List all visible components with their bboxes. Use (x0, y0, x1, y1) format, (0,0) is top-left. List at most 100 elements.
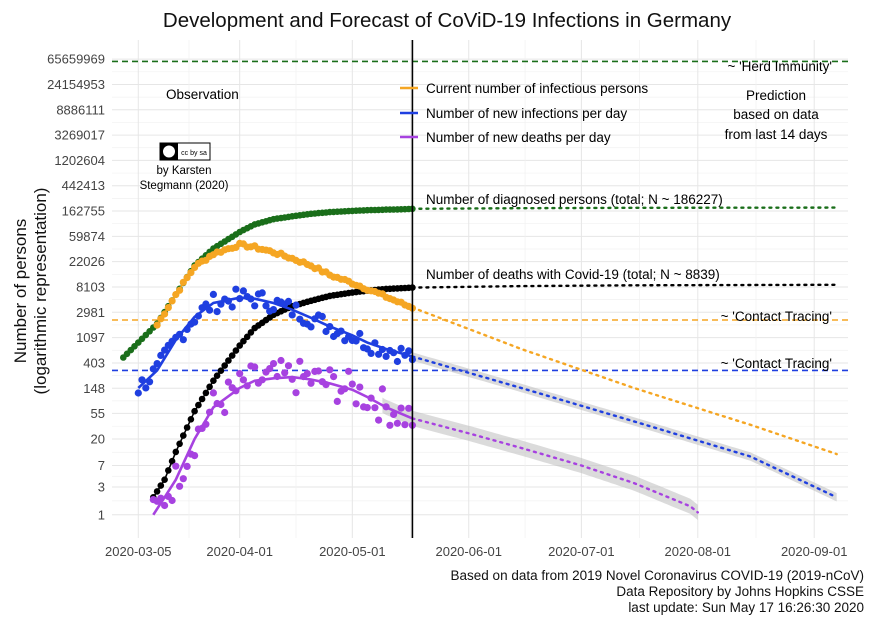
forecast-line (411, 417, 699, 514)
data-point (348, 380, 356, 388)
data-point (375, 350, 383, 358)
data-point (281, 369, 289, 377)
y-tick-label: 55 (91, 406, 105, 421)
series-2 (153, 239, 838, 456)
y-tick-label: 442413 (62, 178, 105, 193)
legend-label-new-deaths: Number of new deaths per day (426, 130, 611, 145)
data-point (209, 389, 217, 397)
forecast-line (411, 355, 838, 499)
contact-tracing-label-blue: ~ 'Contact Tracing' (721, 356, 832, 371)
data-point (134, 389, 142, 397)
contact-tracing-label-orange: ~ 'Contact Tracing' (721, 309, 832, 324)
data-point (333, 397, 341, 405)
data-point (161, 501, 169, 510)
reference-lines (112, 60, 848, 372)
data-point (269, 360, 278, 368)
legend-label-infectious: Current number of infectious persons (426, 81, 648, 96)
chart-title: Development and Forecast of CoViD-19 Inf… (163, 9, 732, 32)
x-tick-label: 2020-09-01 (781, 544, 848, 559)
data-point (172, 462, 180, 470)
data-point (224, 378, 232, 386)
data-point (326, 366, 334, 374)
forecast-band-4 (382, 397, 698, 520)
y-tick-label: 1097 (76, 330, 105, 345)
data-point (307, 379, 315, 387)
forecast-band-3 (412, 352, 837, 502)
x-tick-label: 2020-05-01 (319, 544, 386, 559)
cc-license-badge: cc by sa (159, 142, 211, 161)
data-point (262, 302, 270, 310)
data-point (352, 400, 360, 408)
observed-line (152, 375, 413, 516)
cc-badge-text: cc by sa (181, 150, 207, 157)
prediction-label-2: based on data (733, 107, 819, 122)
data-point (356, 329, 364, 338)
data-point (157, 351, 165, 359)
data-point (345, 367, 353, 375)
data-point (191, 452, 199, 460)
legend-label-new-infections: Number of new infections per day (426, 106, 627, 121)
data-point (284, 362, 293, 370)
data-point (393, 419, 401, 427)
data-point (258, 289, 266, 297)
data-point (292, 389, 300, 397)
data-point (269, 306, 278, 314)
data-point (314, 367, 323, 375)
observed-line (156, 243, 413, 326)
y-tick-label: 162755 (62, 204, 105, 219)
y-tick-label: 1 (98, 507, 105, 522)
y-tick-labels: 1 3 7 20 55 148 403 1097 2981 8103 22026 59874 16275… (47, 52, 105, 523)
data-point (367, 349, 375, 357)
data-point (401, 421, 409, 429)
herd-immunity-label: ~ 'Herd Immunity' (727, 59, 832, 74)
prediction-label-3: from last 14 days (725, 127, 828, 142)
series-layer (120, 205, 838, 516)
y-tick-label: 65659969 (47, 52, 105, 67)
data-point (251, 363, 259, 371)
x-tick-label: 2020-04-01 (206, 544, 273, 559)
data-point (378, 385, 386, 393)
prediction-label-1: Prediction (746, 88, 806, 103)
y-tick-label: 59874 (69, 229, 105, 244)
y-tick-label: 3 (98, 479, 105, 494)
y-tick-label: 8886111 (56, 102, 105, 117)
data-point (363, 404, 371, 412)
data-point (266, 365, 274, 373)
data-point (277, 356, 285, 365)
data-point (232, 285, 240, 293)
data-point (213, 308, 221, 316)
y-tick-label: 148 (83, 381, 105, 396)
data-point (221, 408, 229, 417)
author-line-2: Stegmann (2020) (140, 180, 229, 192)
y-tick-label: 403 (83, 355, 105, 370)
data-point (292, 301, 300, 309)
data-point (239, 287, 247, 295)
data-point (386, 421, 394, 429)
data-point (397, 404, 405, 412)
x-tick-label: 2020-06-01 (435, 544, 502, 559)
data-point (356, 383, 364, 391)
y-tick-label: 8103 (76, 279, 105, 294)
y-axis-label-2: (logarithmic representation) (31, 188, 50, 395)
y-axis-label-1: Number of persons (11, 219, 30, 364)
footer-line-1: Based on data from 2019 Novel Coronaviru… (451, 568, 864, 583)
data-point (228, 303, 236, 311)
data-point (183, 462, 191, 470)
series-4 (149, 356, 699, 516)
data-point (371, 404, 379, 412)
data-point (322, 327, 330, 336)
data-point (179, 336, 187, 344)
data-point (142, 384, 150, 392)
data-point (397, 344, 405, 352)
data-point (393, 357, 401, 366)
forecast-band (382, 352, 837, 520)
data-point (405, 404, 413, 412)
y-tick-label: 24154953 (47, 77, 105, 92)
data-point (176, 482, 184, 490)
author-line-1: by Karsten (157, 165, 212, 177)
deaths-total-label: Number of deaths with Covid-19 (total; N… (426, 267, 720, 282)
x-tick-label: 2020-03-05 (105, 544, 172, 559)
x-tick-label: 2020-07-01 (548, 544, 615, 559)
